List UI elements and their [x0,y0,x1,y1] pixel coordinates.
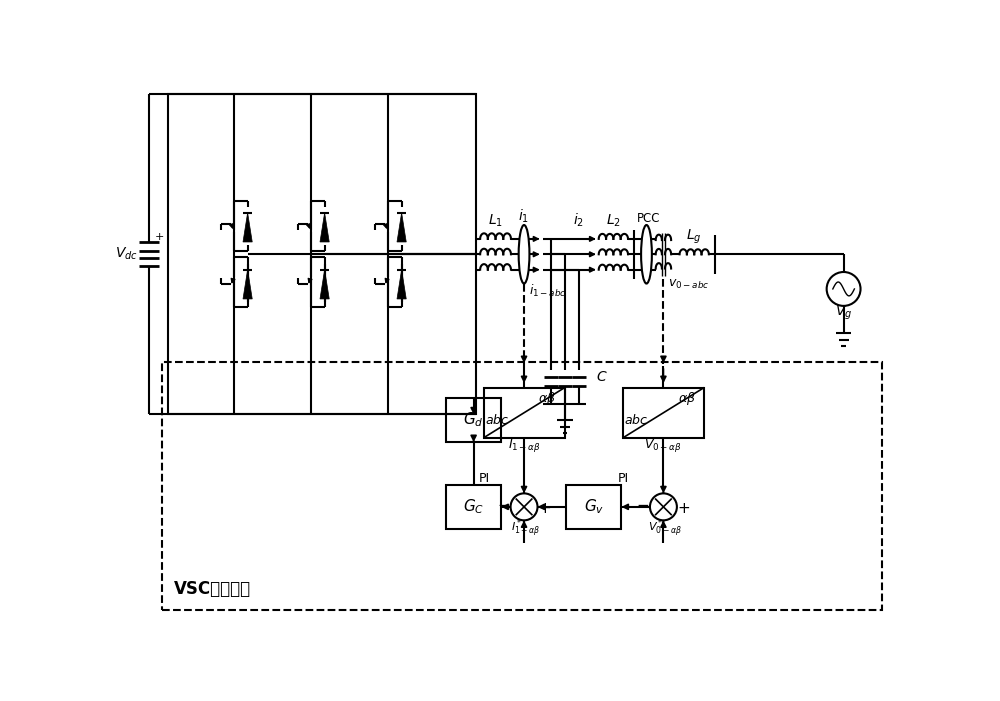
Text: $i_2$: $i_2$ [573,212,584,229]
Polygon shape [320,270,329,299]
Polygon shape [243,270,252,299]
Text: $G_d$: $G_d$ [463,411,484,429]
Bar [623,388,704,437]
Text: $i_{1-abc}$: $i_{1-abc}$ [529,283,566,299]
Polygon shape [397,212,406,242]
Text: $G_v$: $G_v$ [584,498,604,516]
Text: $C$: $C$ [596,370,607,384]
Bar [162,362,882,610]
Text: $I_{1-\alpha\beta}^*$: $I_{1-\alpha\beta}^*$ [511,518,540,540]
Polygon shape [243,212,252,242]
Text: $\alpha\beta$: $\alpha\beta$ [538,390,556,407]
Polygon shape [397,270,406,299]
Text: $L_g$: $L_g$ [686,228,702,246]
Text: $V_{0-\alpha\beta}$: $V_{0-\alpha\beta}$ [644,437,682,454]
Bar [484,388,565,437]
Text: $abc$: $abc$ [624,413,649,427]
Text: +: + [154,232,164,243]
Bar [566,484,621,529]
Text: $+$: $+$ [677,501,690,516]
Text: $I_{1-\alpha\beta}$: $I_{1-\alpha\beta}$ [508,437,541,454]
Bar [446,397,501,442]
Text: PI: PI [618,472,629,485]
Text: $v_{0-abc}$: $v_{0-abc}$ [668,278,709,291]
Text: $-$: $-$ [497,496,510,511]
Text: $V_{dc}$: $V_{dc}$ [115,246,137,262]
Text: $G_C$: $G_C$ [463,498,484,516]
Text: PCC: PCC [637,212,661,225]
Text: PI: PI [478,472,490,485]
Text: $L_2$: $L_2$ [606,213,621,229]
Text: $+$: $+$ [538,501,551,516]
Text: $abc$: $abc$ [485,413,509,427]
Text: $V_{0-\alpha\beta}^*$: $V_{0-\alpha\beta}^*$ [648,518,682,540]
Bar [168,94,476,414]
Text: $V_g$: $V_g$ [835,304,852,322]
Text: $L_1$: $L_1$ [488,213,503,229]
Text: VSC控制策略: VSC控制策略 [174,580,251,599]
Text: $\alpha\beta$: $\alpha\beta$ [678,390,695,407]
Text: $-$: $-$ [636,496,650,511]
Polygon shape [320,212,329,242]
Bar [446,484,501,529]
Text: $i_1$: $i_1$ [518,207,529,225]
